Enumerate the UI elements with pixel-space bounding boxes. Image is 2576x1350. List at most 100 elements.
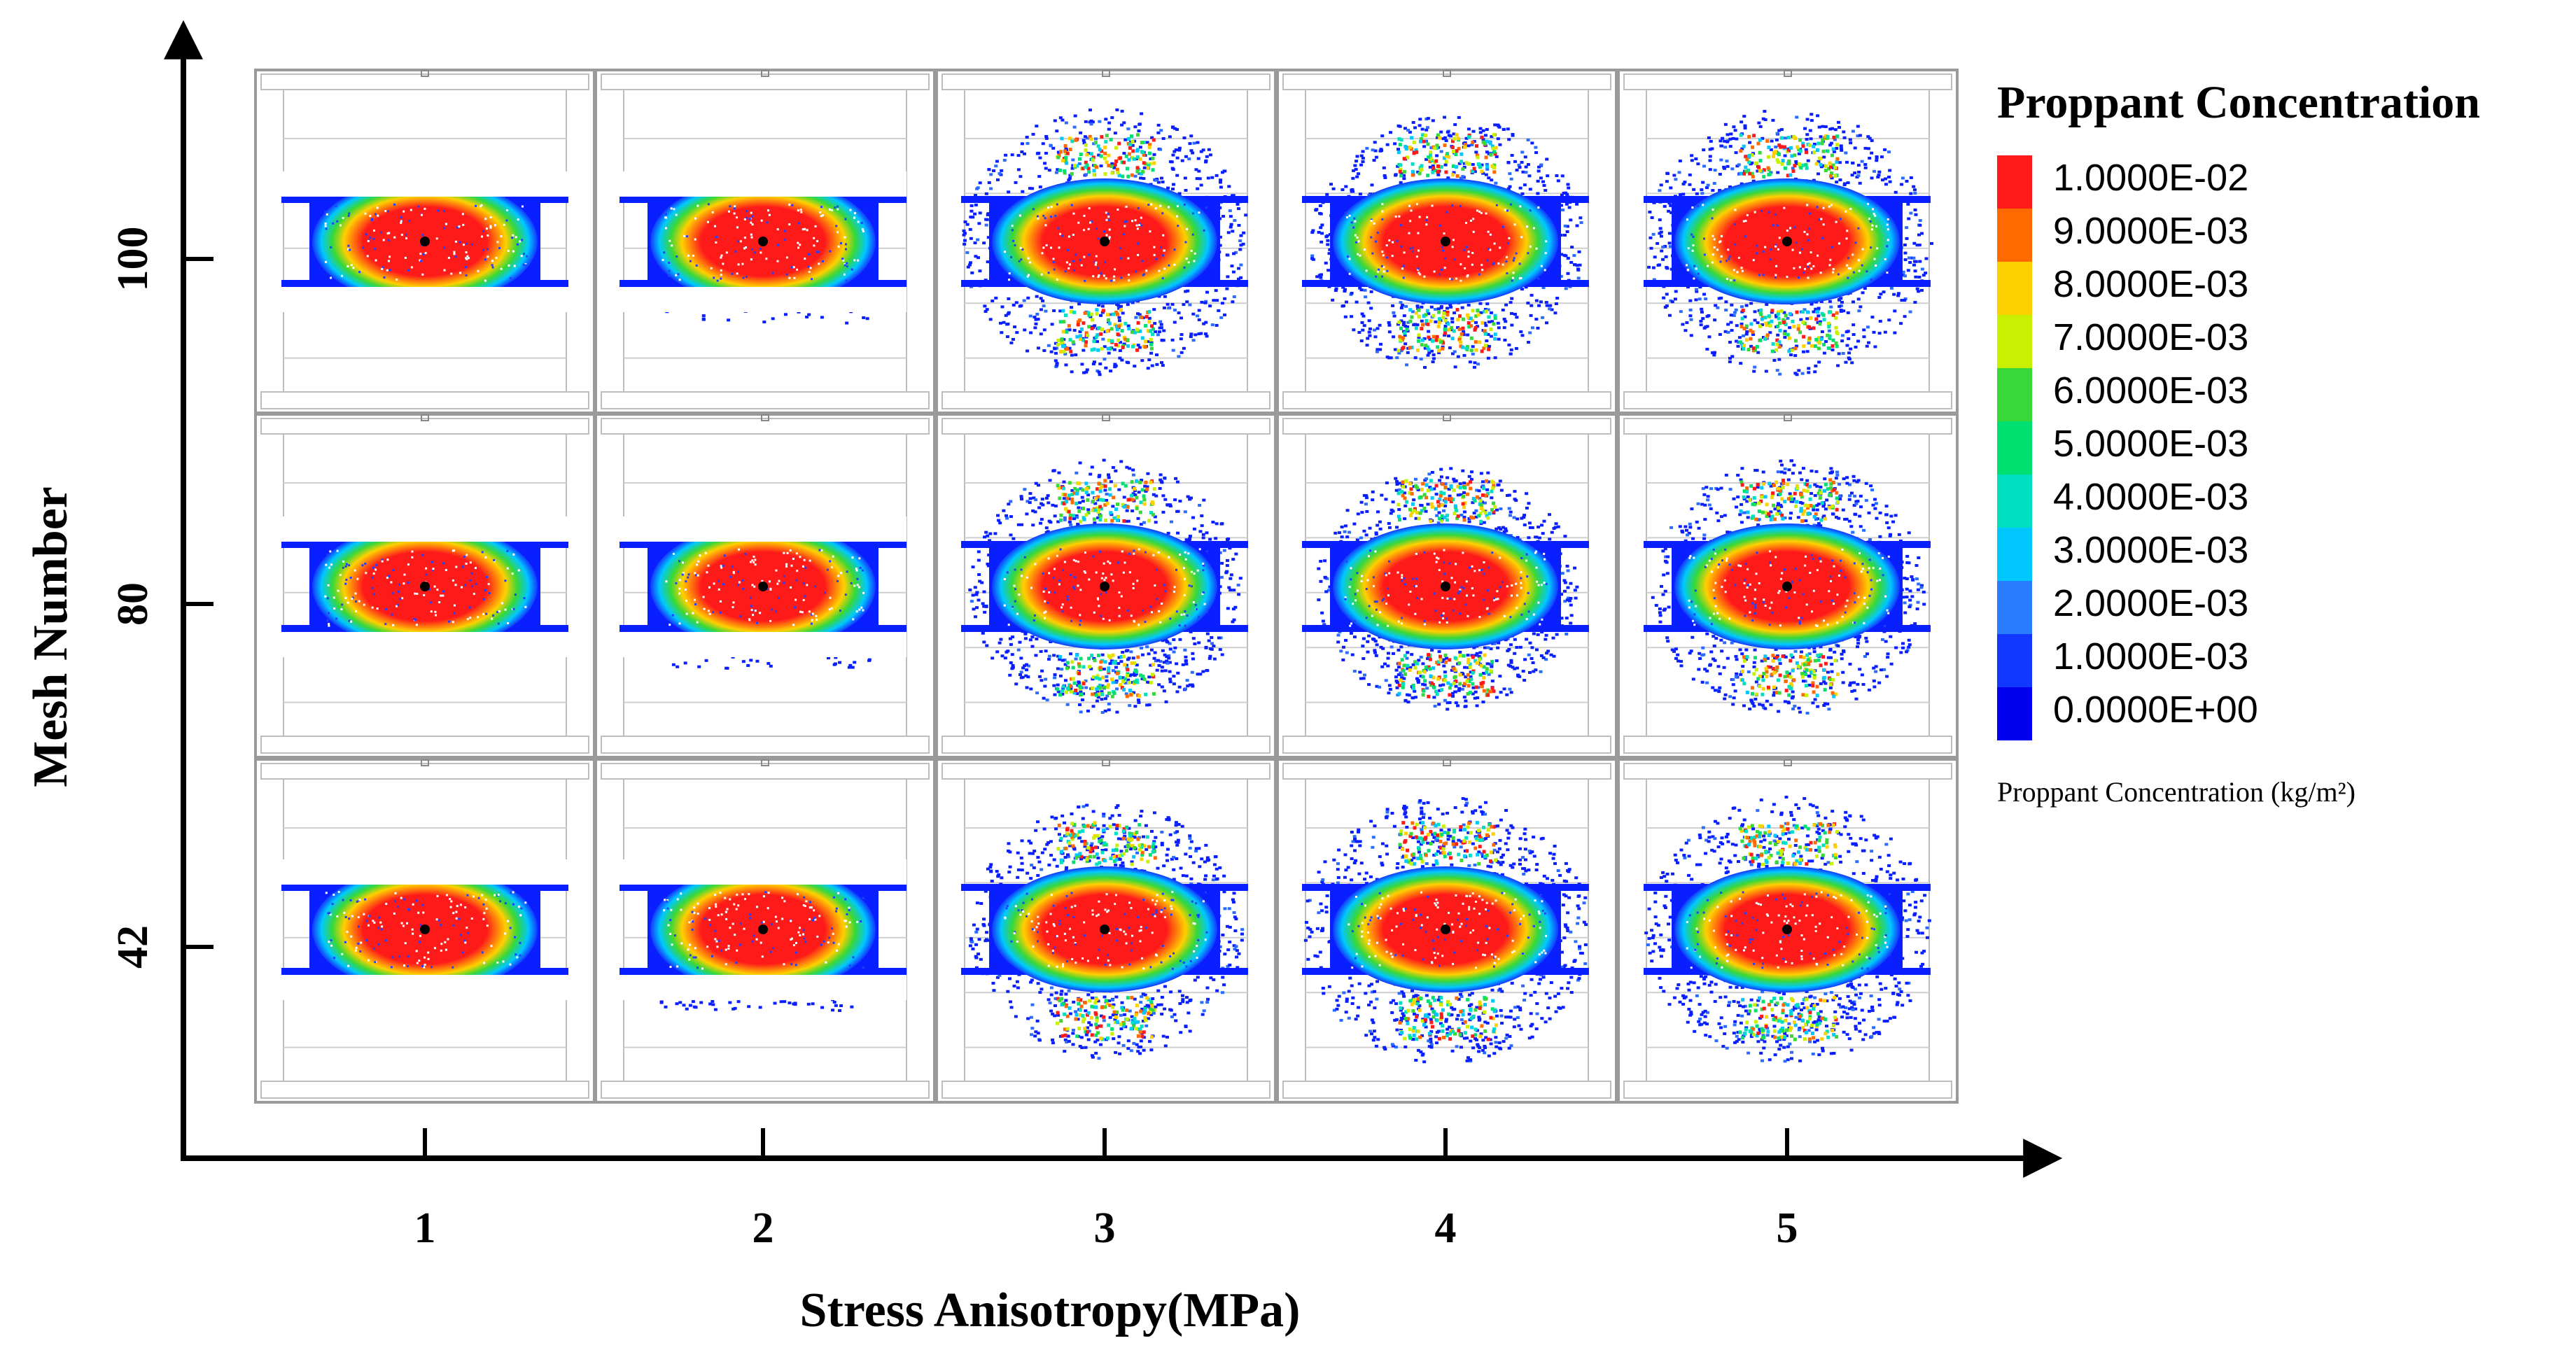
legend-swatch <box>1997 262 2032 315</box>
panel-bottom-strip <box>1282 736 1611 754</box>
panel-bottom-strip <box>1623 1081 1952 1099</box>
injection-point <box>758 924 768 934</box>
simulation-panel <box>935 758 1277 1104</box>
panel-marker <box>761 759 769 766</box>
fracture-band <box>1644 866 1931 992</box>
legend-entry-label: 1.0000E-02 <box>2053 157 2248 199</box>
panel-marker <box>1102 759 1110 766</box>
fracture-band <box>1644 178 1931 304</box>
panel-top-strip <box>1623 418 1952 435</box>
fracture-band <box>961 178 1248 304</box>
x-ticks: 1 2 3 4 5 <box>414 1128 1798 1252</box>
legend-swatch <box>1997 209 2032 262</box>
simulation-panel <box>1276 413 1618 759</box>
panel-marker <box>1102 414 1110 421</box>
simulation-panel <box>1617 758 1959 1104</box>
injection-point <box>1782 924 1792 934</box>
panel-top-strip <box>941 763 1270 780</box>
panel-top-strip <box>260 418 589 435</box>
fracture-band <box>1302 523 1589 649</box>
legend-entry-label: 2.0000E-03 <box>2053 582 2248 624</box>
legend-swatch <box>1997 155 2032 209</box>
legend-entry-label: 9.0000E-03 <box>2053 210 2248 252</box>
y-tick-label: 80 <box>109 582 157 626</box>
simulation-panel <box>935 413 1277 759</box>
panel-top-strip <box>601 73 930 90</box>
panel-marker <box>421 70 429 77</box>
panel-top-strip <box>941 418 1270 435</box>
fracture-band <box>281 171 568 312</box>
legend-swatch <box>1997 315 2032 368</box>
panel-top-strip <box>601 418 930 435</box>
panel-bottom-strip <box>260 391 589 409</box>
injection-point <box>420 924 430 934</box>
legend-entry-label: 0.0000E+00 <box>2053 689 2258 731</box>
panel-top-strip <box>1623 763 1952 780</box>
x-tick-label: 3 <box>1094 1204 1116 1252</box>
legend-entry-label: 3.0000E-03 <box>2053 529 2248 571</box>
injection-point <box>1441 237 1450 246</box>
simulation-panel <box>594 758 936 1104</box>
legend-swatch <box>1997 474 2032 528</box>
panel-top-strip <box>601 763 930 780</box>
panel-marker <box>1443 414 1451 421</box>
simulation-panel <box>254 758 596 1104</box>
y-tick-label: 42 <box>109 925 157 969</box>
legend-entry-label: 6.0000E-03 <box>2053 370 2248 412</box>
injection-point <box>758 582 768 591</box>
panel-marker <box>1443 759 1451 766</box>
legend-entry-label: 1.0000E-03 <box>2053 635 2248 677</box>
y-ticks: 100 80 42 <box>109 227 214 969</box>
legend-title: Proppant Concentration <box>1997 77 2480 128</box>
panel-top-strip <box>1623 73 1952 90</box>
legend-entry-label: 4.0000E-03 <box>2053 476 2248 518</box>
fracture-band <box>961 866 1248 992</box>
panel-bottom-strip <box>1623 736 1952 754</box>
injection-point <box>1100 582 1110 591</box>
y-axis-title: Mesh Number <box>24 486 78 787</box>
panel-bottom-strip <box>601 391 930 409</box>
injection-point <box>1100 924 1110 934</box>
injection-point <box>1782 237 1792 246</box>
legend-entry-label: 8.0000E-03 <box>2053 263 2248 305</box>
panel-bottom-strip <box>260 1081 589 1099</box>
panel-bottom-strip <box>1623 391 1952 409</box>
injection-point <box>1100 237 1110 246</box>
x-tick-label: 5 <box>1777 1204 1798 1252</box>
simulation-panel <box>254 69 596 414</box>
axes <box>164 20 2063 1178</box>
legend-entry-label: 5.0000E-03 <box>2053 423 2248 465</box>
injection-point <box>420 237 430 246</box>
fracture-band <box>1302 178 1589 304</box>
injection-point <box>1441 924 1450 934</box>
panel-bottom-strip <box>260 736 589 754</box>
simulation-panel <box>1617 69 1959 414</box>
panel-grid <box>254 69 1959 1104</box>
panel-marker <box>761 70 769 77</box>
panel-marker <box>1784 759 1792 766</box>
simulation-panel <box>1276 758 1618 1104</box>
simulation-panel <box>594 69 936 414</box>
panel-bottom-strip <box>941 1081 1270 1099</box>
x-tick-label: 2 <box>752 1204 774 1252</box>
fracture-band <box>620 171 906 312</box>
y-tick-label: 100 <box>109 227 157 292</box>
panel-marker <box>421 759 429 766</box>
fracture-band <box>1302 866 1589 992</box>
fracture-band <box>281 859 568 1000</box>
x-tick-label: 4 <box>1435 1204 1457 1252</box>
panel-marker <box>1784 414 1792 421</box>
panel-bottom-strip <box>1282 391 1611 409</box>
simulation-panel <box>594 413 936 759</box>
legend-swatch <box>1997 634 2032 687</box>
legend-swatch <box>1997 368 2032 421</box>
x-axis-title: Stress Anisotropy(MPa) <box>800 1284 1301 1337</box>
panel-marker <box>1784 70 1792 77</box>
x-tick-label: 1 <box>414 1204 436 1252</box>
panel-top-strip <box>1282 73 1611 90</box>
injection-point <box>1782 582 1792 591</box>
legend-unit-label: Proppant Concentration (kg/m²) <box>1997 776 2356 808</box>
legend-labels: 1.0000E-02 9.0000E-03 8.0000E-03 7.0000E-03… <box>2053 157 2258 731</box>
fracture-band <box>620 516 906 657</box>
